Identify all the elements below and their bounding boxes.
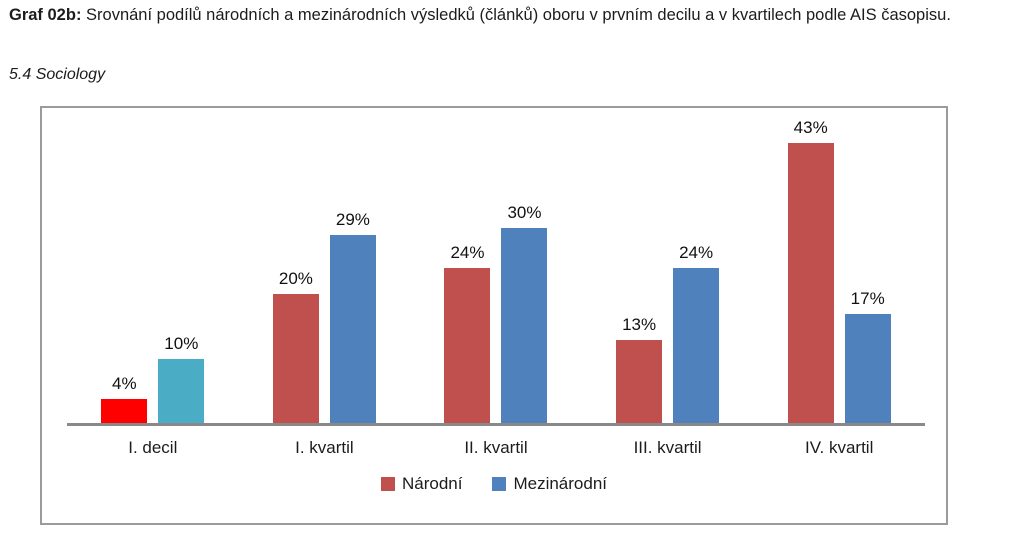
plot-area: 4% 10% 20% 29% 24% 30% 13% 24% 43% 17% <box>67 108 925 425</box>
section-label: 5.4 Sociology <box>9 66 106 83</box>
chart-frame: 4% 10% 20% 29% 24% 30% 13% 24% 43% 17% I. decil I.… <box>40 106 948 525</box>
bar-wrap: 24% <box>673 243 720 425</box>
legend-item-narodni: Národní <box>380 474 463 494</box>
bar-wrap: 20% <box>272 269 319 425</box>
x-axis-label: I. kvartil <box>295 438 354 457</box>
bar-value-label: 13% <box>622 315 657 334</box>
bar-value-label: 17% <box>850 289 885 308</box>
bar-value-label: 20% <box>278 269 313 288</box>
figure-caption-text: Srovnání podílů národních a mezinárodníc… <box>81 6 951 24</box>
bar-narodni <box>272 294 319 425</box>
bar-narodni <box>787 143 834 425</box>
bar-value-label: 30% <box>507 203 542 222</box>
figure-caption-prefix: Graf 02b: <box>9 6 82 24</box>
x-axis-line <box>67 423 925 426</box>
bar-group: 20% 29% <box>239 108 411 425</box>
x-axis-label: I. decil <box>128 438 178 457</box>
x-axis-label: III. kvartil <box>633 438 702 457</box>
bar-wrap: 17% <box>844 289 891 425</box>
bar-value-label: 24% <box>450 243 485 262</box>
bar-group: 43% 17% <box>753 108 925 425</box>
bar-wrap: 29% <box>329 210 376 425</box>
bar-narodni <box>101 399 148 425</box>
bar-value-label: 4% <box>112 374 137 393</box>
legend-label: Národní <box>401 474 463 493</box>
bar-mezinarodni <box>844 314 891 425</box>
x-axis-labels: I. decil I. kvartil II. kvartil III. kvarti… <box>67 438 925 458</box>
bar-value-label: 29% <box>335 210 370 229</box>
bar-mezinarodni <box>158 359 205 425</box>
x-axis-label: IV. kvartil <box>805 438 874 457</box>
bar-wrap: 13% <box>616 315 663 425</box>
figure-caption: Graf 02b: Srovnání podílů národních a me… <box>9 2 1017 28</box>
legend-label: Mezinárodní <box>513 474 608 493</box>
bar-mezinarodni <box>501 228 548 425</box>
bar-mezinarodni <box>673 268 720 425</box>
legend-swatch <box>380 477 395 491</box>
x-axis-label: II. kvartil <box>464 438 528 457</box>
bar-value-label: 43% <box>793 118 828 137</box>
bar-wrap: 10% <box>158 334 205 425</box>
bar-value-label: 10% <box>164 334 199 353</box>
legend-item-mezinarodni: Mezinárodní <box>492 474 607 494</box>
bar-value-label: 24% <box>679 243 714 262</box>
bar-mezinarodni <box>329 235 376 425</box>
legend-swatch <box>492 477 507 491</box>
bar-group: 4% 10% <box>67 108 239 425</box>
bar-wrap: 4% <box>101 374 148 425</box>
bar-wrap: 24% <box>444 243 491 425</box>
bar-group: 13% 24% <box>582 108 754 425</box>
bar-narodni <box>444 268 491 425</box>
bar-narodni <box>616 340 663 425</box>
bar-wrap: 30% <box>501 203 548 425</box>
bar-wrap: 43% <box>787 118 834 425</box>
legend: Národní Mezinárodní <box>42 474 946 494</box>
bar-group: 24% 30% <box>410 108 582 425</box>
